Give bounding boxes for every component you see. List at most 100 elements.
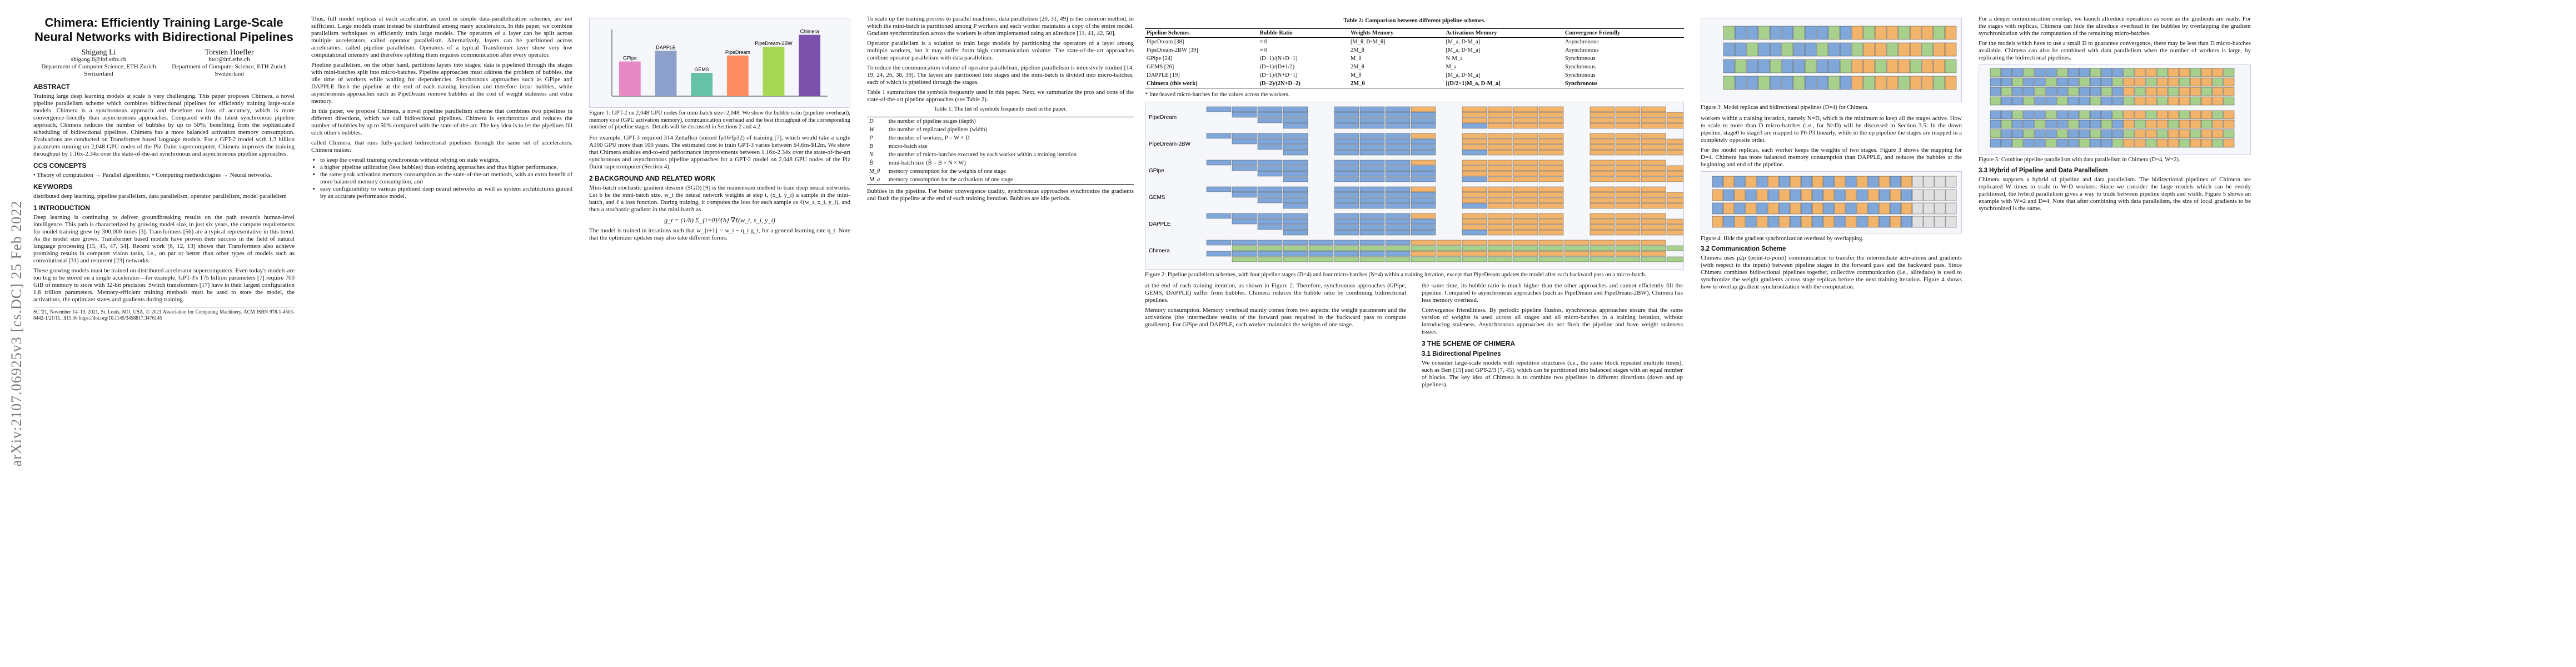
schedule-block [1890,202,1901,214]
schedule-block [1538,138,1564,145]
schedule-block [2034,96,2046,106]
schedule-block [1641,150,1666,156]
schedule-block [2190,129,2201,138]
schedule-block [1933,42,1945,57]
table-cell: Synchronous [1564,63,1596,70]
schedule-block [1283,192,1308,198]
schedule-block [1538,245,1564,251]
bar [691,73,713,96]
schedule-block [2223,110,2235,120]
schedule-block [2145,129,2157,138]
table-cell: mini-batch size (B̂ = B × N × W) [889,160,966,166]
schedule-block [2223,138,2235,148]
schedule-block [2045,68,2057,77]
schedule-block [1487,256,1513,262]
schedule-block [1767,202,1779,214]
schedule-block [2001,120,2012,129]
schedule-block [1823,202,1835,214]
schedule-block [1257,197,1283,203]
schedule-block [1385,160,1411,166]
schedule-block [2156,129,2168,138]
figure-3-svg [1723,26,1957,90]
author-1: Shigang Li shigang.li@inf.ethz.ch Depart… [41,48,156,78]
schedule-block [1487,150,1513,156]
schedule-block [1615,256,1641,262]
table-cell: [(D/2+1)M_a, D·M_a] [1446,80,1501,87]
schedule-block [1778,189,1790,201]
schedule-block [1538,230,1564,236]
schedule-block [1411,138,1436,145]
schedule-block [1745,202,1757,214]
schedule-block [1615,218,1641,225]
scheme-label: GEMS [1149,195,1165,201]
schedule-block [2134,138,2146,148]
schedule-block [2168,110,2179,120]
schedule-block [2134,96,2146,106]
schedule-block [1385,150,1411,156]
schedule-block [1206,133,1232,139]
table-cell: memory consumption for the activations o… [889,176,1013,183]
schedule-block [1385,197,1411,203]
schedule-block [1513,144,1538,150]
schedule-block [1590,176,1615,182]
table-cell: the number of replicated pipelines (widt… [889,126,988,133]
schedule-block [1487,186,1513,192]
schedule-block [1257,138,1283,145]
schedule-block [1462,203,1487,209]
table-cell: [M_a, D·M_a] [1446,47,1481,53]
schedule-block [1462,112,1487,118]
schedule-block [1513,176,1538,182]
schedule-block [1513,112,1538,118]
paragraph: The model is trained in iterations such … [589,227,850,241]
schedule-block [2145,68,2157,77]
schedule-block [1385,112,1411,118]
schedule-block [2090,68,2101,77]
schedule-block [1538,144,1564,150]
schedule-block [2112,129,2124,138]
table-cell: M_θ [869,168,880,175]
schedule-block [1758,59,1770,73]
schedule-block [1851,59,1864,73]
schedule-block [1538,176,1564,182]
author-2: Torsten Hoefler htor@inf.ethz.ch Departm… [172,48,287,78]
keywords-text: distributed deep learning, pipeline para… [33,193,287,200]
table-cell: Asynchronous [1564,38,1599,45]
schedule-block [1615,138,1641,145]
schedule-block [1564,256,1590,262]
schedule-block [1886,59,1899,73]
schedule-block [1385,186,1411,192]
schedule-block [2045,110,2057,120]
schedule-block [1778,176,1790,187]
schedule-block [2034,110,2046,120]
abstract-heading: ABSTRACT [33,83,70,91]
schedule-block [1641,176,1666,182]
schedule-block [1411,245,1436,251]
schedule-block [1283,112,1308,118]
schedule-block [1487,106,1513,112]
section-3-heading: 3 THE SCHEME OF CHIMERA [1422,339,1516,347]
table-header: Bubble Ratio [1259,29,1293,36]
schedule-block [1666,256,1684,262]
table-cell: B [869,143,873,150]
schedule-block [1793,76,1805,90]
schedule-block [1590,197,1615,203]
schedule-block [2201,96,2213,106]
schedule-block [1867,176,1879,187]
schedule-block [2223,129,2235,138]
schedule-block [1781,42,1793,57]
schedule-block [2056,68,2068,77]
schedule-block [1257,256,1283,262]
figure-5-svg [1990,68,2235,148]
schedule-block [1513,203,1538,209]
schedule-block [1590,138,1615,145]
schedule-block [1856,202,1868,214]
schedule-block [2112,96,2124,106]
schedule-block [2145,110,2157,120]
schedule-block [1257,251,1283,257]
schedule-block [1462,171,1487,177]
schedule-block [1590,150,1615,156]
schedule-block [1641,117,1666,123]
schedule-block [1283,218,1308,225]
schedule-block [1590,144,1615,150]
